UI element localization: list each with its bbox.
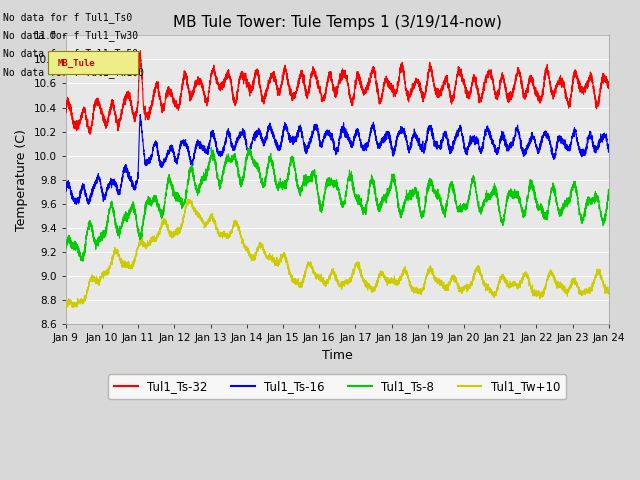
Legend: Tul1_Ts-32, Tul1_Ts-16, Tul1_Ts-8, Tul1_Tw+10: Tul1_Ts-32, Tul1_Ts-16, Tul1_Ts-8, Tul1_… — [108, 374, 566, 399]
Text: MB_Tule: MB_Tule — [58, 59, 95, 68]
Text: No data for f Tul1_Tw50: No data for f Tul1_Tw50 — [3, 48, 138, 60]
Text: No data for f Tul1_Tw100: No data for f Tul1_Tw100 — [3, 67, 144, 78]
Y-axis label: Temperature (C): Temperature (C) — [15, 129, 28, 231]
Text: No data for f Tul1_Ts0: No data for f Tul1_Ts0 — [3, 12, 132, 23]
Text: No data for f Tul1_Tw30: No data for f Tul1_Tw30 — [3, 30, 138, 41]
Title: MB Tule Tower: Tule Temps 1 (3/19/14-now): MB Tule Tower: Tule Temps 1 (3/19/14-now… — [173, 15, 502, 30]
X-axis label: Time: Time — [322, 349, 353, 362]
